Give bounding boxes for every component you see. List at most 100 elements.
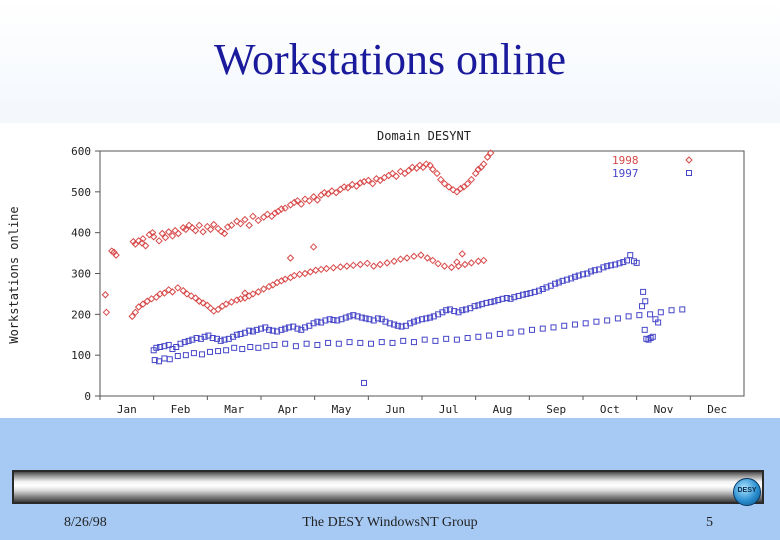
data-point-1997 bbox=[668, 307, 675, 314]
data-point-1998 bbox=[461, 260, 469, 269]
data-point-1998 bbox=[268, 212, 276, 221]
x-tick-label: Sep bbox=[546, 403, 566, 416]
data-point-1998 bbox=[329, 264, 338, 272]
x-tick-label: Feb bbox=[171, 403, 191, 416]
data-point-1998 bbox=[417, 251, 425, 259]
data-point-1997 bbox=[519, 291, 526, 298]
footer-organization: The DESY WindowsNT Group bbox=[302, 515, 478, 530]
data-point-1997 bbox=[342, 314, 349, 321]
data-point-1997 bbox=[258, 325, 264, 332]
x-tick-label: Nov bbox=[654, 403, 674, 416]
data-point-1997 bbox=[303, 340, 310, 347]
data-point-1997 bbox=[282, 325, 289, 332]
data-point-1998 bbox=[309, 193, 318, 201]
data-point-1998 bbox=[297, 200, 305, 208]
y-tick-label: 400 bbox=[71, 227, 91, 240]
data-point-1998 bbox=[271, 209, 279, 217]
data-point-1997 bbox=[539, 325, 546, 332]
data-point-1998 bbox=[403, 254, 411, 262]
data-point-1998 bbox=[426, 161, 434, 169]
data-point-1998 bbox=[422, 160, 431, 168]
data-point-1997 bbox=[249, 328, 256, 335]
data-point-1998 bbox=[474, 257, 483, 265]
data-point-1998 bbox=[376, 176, 384, 185]
data-point-1997 bbox=[575, 272, 582, 279]
data-point-1997 bbox=[503, 295, 510, 301]
data-point-1997 bbox=[563, 276, 570, 283]
x-tick-label: Aug bbox=[493, 403, 513, 416]
data-point-1997 bbox=[486, 332, 493, 339]
data-point-1997 bbox=[207, 348, 214, 355]
scatter-chart: Domain DESYNT Workstations online 0 100 20… bbox=[7, 129, 745, 416]
x-tick-label: Oct bbox=[600, 403, 620, 416]
data-point-1998 bbox=[372, 175, 381, 183]
data-point-1998 bbox=[396, 167, 405, 176]
data-point-1997 bbox=[247, 344, 254, 350]
data-point-1997 bbox=[274, 328, 281, 335]
data-point-1998 bbox=[241, 215, 249, 224]
data-point-1997 bbox=[443, 335, 450, 342]
data-point-1997 bbox=[410, 339, 417, 346]
legend-label-1997: 1997 bbox=[612, 167, 639, 180]
data-point-1998 bbox=[210, 220, 218, 229]
data-point-1998 bbox=[171, 226, 179, 235]
data-point-1997 bbox=[607, 262, 614, 269]
data-point-1998 bbox=[281, 204, 289, 212]
data-point-1998 bbox=[453, 188, 461, 196]
data-point-1997 bbox=[394, 322, 401, 329]
y-tick-label: 300 bbox=[71, 268, 91, 281]
data-point-1997 bbox=[612, 261, 619, 268]
data-point-1997 bbox=[292, 343, 299, 350]
data-point-1998 bbox=[429, 256, 437, 265]
data-point-1997 bbox=[165, 341, 172, 348]
data-point-1997 bbox=[451, 308, 458, 315]
data-point-1998 bbox=[149, 233, 158, 241]
data-point-1998 bbox=[332, 188, 340, 197]
data-point-1997 bbox=[582, 320, 589, 327]
data-point-1998 bbox=[369, 262, 378, 270]
data-point-1997 bbox=[523, 290, 530, 297]
data-point-1998 bbox=[245, 221, 253, 230]
data-point-1998 bbox=[301, 269, 309, 278]
data-point-1997 bbox=[561, 322, 568, 329]
data-point-1998 bbox=[453, 258, 461, 266]
data-point-1998 bbox=[437, 175, 445, 184]
data-point-1997 bbox=[616, 260, 623, 267]
data-point-1997 bbox=[366, 316, 373, 323]
data-point-1998 bbox=[101, 291, 110, 299]
data-point-1997 bbox=[223, 347, 230, 354]
data-point-1997 bbox=[354, 313, 361, 320]
data-point-1997 bbox=[233, 331, 240, 338]
data-point-1998 bbox=[145, 231, 154, 239]
data-point-1997 bbox=[543, 284, 550, 291]
data-point-1997 bbox=[386, 320, 393, 327]
data-point-1998 bbox=[227, 298, 236, 306]
data-point-1998 bbox=[164, 228, 173, 236]
data-point-1998 bbox=[434, 259, 442, 268]
y-tick-label: 100 bbox=[71, 349, 91, 362]
data-point-1997 bbox=[588, 268, 595, 275]
data-point-1998 bbox=[158, 229, 166, 238]
data-point-1998 bbox=[269, 281, 277, 289]
y-tick-label: 0 bbox=[84, 390, 91, 403]
data-point-1997 bbox=[350, 312, 357, 319]
data-point-1998 bbox=[110, 248, 118, 256]
data-point-1998 bbox=[199, 299, 207, 307]
data-point-1998 bbox=[102, 308, 111, 316]
data-point-1997 bbox=[278, 326, 285, 333]
data-point-1998 bbox=[195, 297, 203, 305]
data-point-1997 bbox=[361, 379, 368, 386]
data-point-1998 bbox=[474, 165, 483, 174]
data-point-1997 bbox=[362, 315, 369, 322]
data-point-1997 bbox=[446, 306, 453, 313]
data-point-1997 bbox=[174, 352, 181, 359]
data-point-1997 bbox=[357, 339, 364, 346]
data-point-1998 bbox=[131, 308, 140, 316]
data-point-1998 bbox=[356, 179, 364, 187]
data-point-1997 bbox=[539, 286, 546, 293]
legend-marker-1998 bbox=[685, 156, 693, 164]
data-point-1997 bbox=[269, 327, 276, 334]
data-point-1997 bbox=[625, 313, 632, 320]
data-point-1997 bbox=[475, 333, 482, 340]
